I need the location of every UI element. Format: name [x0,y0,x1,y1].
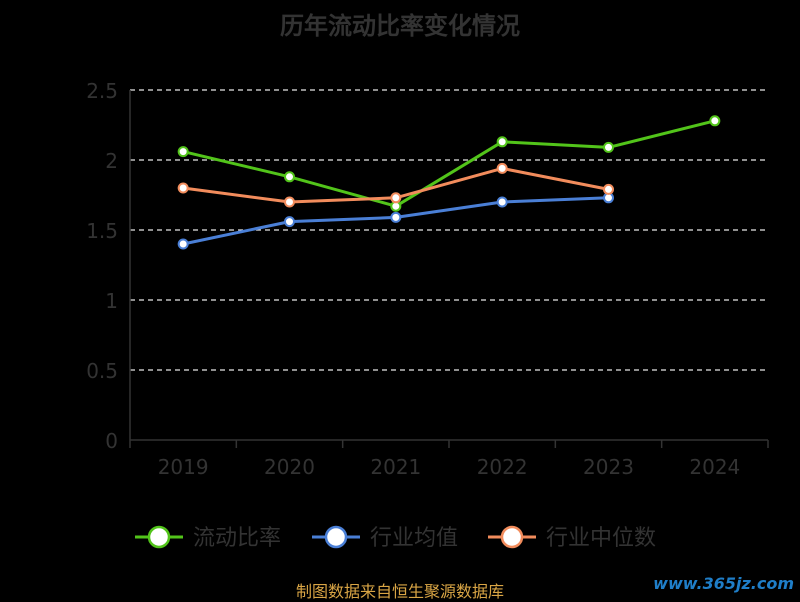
data-point [177,146,189,158]
legend-marker [324,525,348,549]
y-tick-label: 2 [105,149,118,173]
data-point [709,115,721,127]
data-point [390,211,402,223]
y-tick-label: 0.5 [86,359,118,383]
data-point [496,196,508,208]
legend: 流动比率 行业均值 行业中位数 [135,525,656,551]
legend-item: 行业均值 [312,525,458,551]
x-tick-label: 2019 [158,455,209,479]
series-layer [177,115,721,250]
data-point [284,171,295,183]
data-point [390,192,402,204]
chart-title: 历年流动比率变化情况 [280,12,520,40]
series-0 [177,115,721,212]
y-tick-label: 2.5 [86,79,118,103]
legend-item: 行业中位数 [488,525,656,551]
y-tick-label: 1 [105,289,118,313]
grid-lines [130,89,768,371]
axes: 0 0.5 1 1.5 2 2.5 2019 2020 2021 2022 2023 2024 [86,79,769,479]
series-2 [177,162,614,208]
legend-label: 行业均值 [370,526,458,551]
data-point [603,183,614,195]
data-point [496,136,508,148]
source-note: 制图数据来自恒生聚源数据库 [295,582,504,601]
legend-marker [147,525,171,549]
x-tick-label: 2022 [477,455,528,479]
series-line [182,119,716,208]
data-point [603,141,614,153]
series-1 [177,192,614,250]
data-point [496,162,508,174]
y-tick-label: 0 [105,429,118,453]
x-tick-label: 2023 [583,455,634,479]
data-point [284,216,295,228]
x-tick-label: 2020 [264,455,315,479]
data-point [284,196,295,208]
data-point [177,238,189,250]
data-point [177,182,189,194]
x-tick-label: 2021 [370,455,421,479]
x-tick-label: 2024 [689,455,740,479]
watermark: www.365jz.com [653,574,794,593]
y-tick-label: 1.5 [86,219,118,243]
legend-label: 流动比率 [193,526,281,551]
legend-marker [500,525,524,549]
legend-item: 流动比率 [135,525,281,551]
legend-label: 行业中位数 [546,526,656,551]
